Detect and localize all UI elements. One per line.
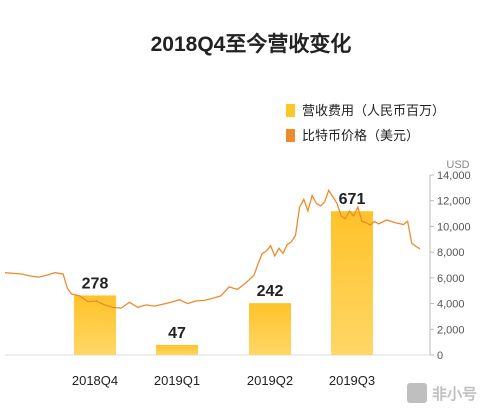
chart-title: 2018Q4至今营收变化 (151, 32, 352, 56)
x-tick-label: 2019Q3 (329, 373, 375, 388)
legend-swatch-revenue (286, 104, 295, 117)
x-tick-label: 2019Q1 (154, 373, 200, 388)
bar-value-label: 47 (168, 325, 186, 342)
bar-value-label: 278 (82, 275, 109, 292)
legend-item-revenue: 营收费用（人民币百万） (286, 103, 445, 118)
revenue-bar (331, 211, 373, 355)
revenue-bar (249, 303, 291, 355)
revenue-bars (74, 211, 373, 355)
price-line-layer (4, 188, 421, 309)
revenue-bar (156, 344, 198, 355)
right-axis-tick-label: 8,000 (437, 247, 465, 259)
x-tick-label: 2018Q4 (72, 373, 118, 388)
bar-value-label: 671 (339, 191, 366, 208)
x-axis-ticks: 2018Q4 2019Q1 2019Q2 2019Q3 (72, 373, 375, 388)
right-axis-tick-label: 0 (437, 350, 443, 362)
right-y-axis: USD 0 2,000 4,000 6,000 8,000 10,000 12,000 14,… (429, 159, 471, 362)
right-axis-tick-label: 2,000 (437, 324, 465, 336)
right-axis-unit: USD (446, 159, 469, 171)
bar-value-label: 242 (257, 283, 284, 300)
right-axis-tick-label: 10,000 (437, 221, 471, 233)
watermark-text: 非小号 (432, 385, 477, 403)
legend-label-price: 比特币价格（美元） (302, 128, 419, 143)
legend-label-revenue: 营收费用（人民币百万） (302, 103, 445, 118)
watermark-logo-icon (407, 383, 427, 403)
revenue-bar (74, 295, 116, 355)
legend: 营收费用（人民币百万） 比特币价格（美元） (286, 103, 445, 143)
bitcoin-price-line (4, 188, 421, 309)
watermark: 非小号 (407, 383, 477, 403)
x-tick-label: 2019Q2 (247, 373, 293, 388)
legend-item-price: 比特币价格（美元） (286, 128, 419, 143)
legend-swatch-price (286, 129, 295, 142)
right-axis-tick-label: 6,000 (437, 273, 465, 285)
bar-value-labels: 278 47 242 671 (82, 191, 366, 342)
right-axis-tick-label: 4,000 (437, 299, 465, 311)
right-axis-tick-label: 12,000 (437, 196, 471, 208)
right-axis-tick-label: 14,000 (437, 170, 471, 182)
